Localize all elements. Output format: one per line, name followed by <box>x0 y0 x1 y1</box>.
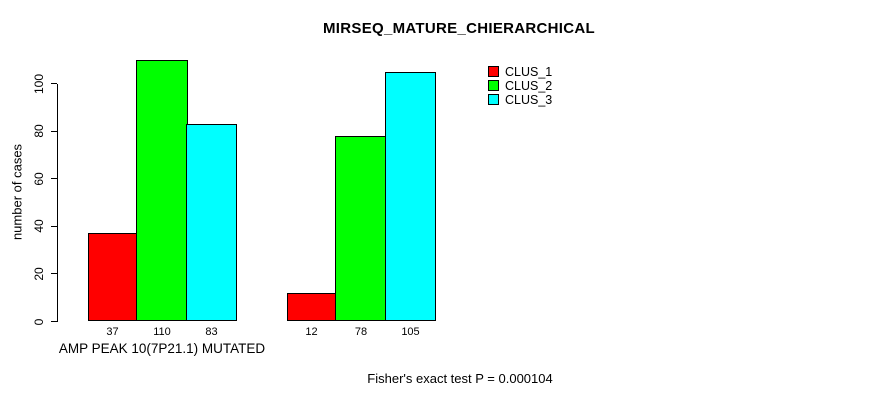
legend-label: CLUS_3 <box>505 92 553 107</box>
legend-row: CLUS_3 <box>488 92 578 107</box>
y-tick <box>51 320 57 323</box>
y-axis-title: number of cases <box>9 143 25 241</box>
legend-color-swatch-clus_3 <box>488 93 499 105</box>
bar-clus_2-group2 <box>335 135 387 322</box>
y-tick <box>51 82 57 85</box>
stat-annotation: Fisher's exact test P = 0.000104 <box>367 371 553 386</box>
chart-title: MIRSEQ_MATURE_CHIERARCHICAL <box>323 20 595 37</box>
x-category-label: AMP PEAK 10(7P21.1) MUTATED <box>58 341 266 356</box>
y-tick-label: 0 <box>32 318 46 325</box>
bar-clus_1-group1 <box>88 233 138 322</box>
bar-value-label: 110 <box>153 326 171 338</box>
y-tick-label: 40 <box>32 219 46 233</box>
bar-value-label: 105 <box>401 326 420 338</box>
bar-clus_3-group1 <box>186 123 237 322</box>
legend-row: CLUS_1 <box>488 65 578 79</box>
y-tick-label: 20 <box>32 267 46 281</box>
y-tick <box>51 178 57 180</box>
bar-clus_3-group2 <box>385 71 436 322</box>
bar-clus_1-group2 <box>287 292 337 322</box>
bar-value-label: 37 <box>106 326 119 338</box>
legend-label: CLUS_2 <box>505 78 553 93</box>
y-tick-label: 60 <box>32 172 46 186</box>
legend-row: CLUS_2 <box>488 78 578 93</box>
bar-value-label: 12 <box>305 326 318 338</box>
legend-label: CLUS_1 <box>505 65 553 79</box>
y-tick-label: 80 <box>32 124 46 138</box>
y-tick-label: 100 <box>32 73 46 94</box>
y-tick <box>51 130 57 132</box>
y-tick <box>51 273 57 275</box>
bar-clus_2-group1 <box>136 59 188 322</box>
y-axis-line <box>57 83 59 322</box>
legend-color-swatch-clus_1 <box>488 66 499 77</box>
bar-value-label: 78 <box>354 326 368 338</box>
legend-color-swatch-clus_2 <box>488 79 499 91</box>
y-tick <box>51 225 57 227</box>
bar-value-label: 83 <box>205 326 218 338</box>
